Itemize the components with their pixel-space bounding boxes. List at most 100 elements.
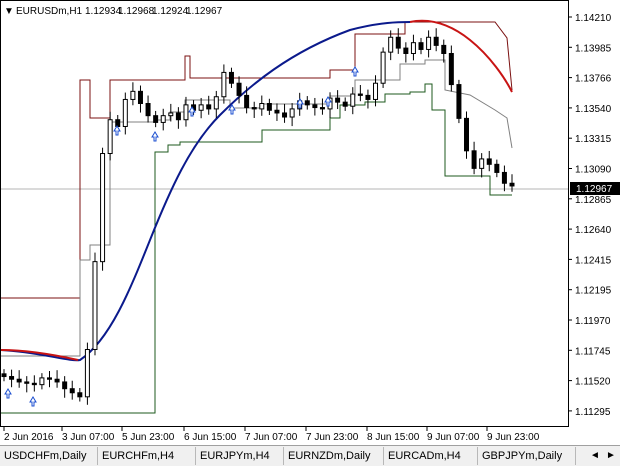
chart-high: 1.12968 [118,6,155,17]
candle-body [274,109,280,114]
candle-body [31,382,37,386]
candle-body [418,42,424,50]
candle-body [16,378,22,383]
candle-body [62,381,68,390]
candle-body [471,150,477,169]
candle-body [357,93,363,96]
candle-body [160,115,166,123]
up-arrow-icon [4,388,12,399]
candle-body [153,115,159,123]
candle-body [441,44,447,54]
price-tick-label: 1.13090 [575,165,612,176]
price-tick-label: 1.13540 [575,104,612,115]
chart-low: 1.12924 [152,6,189,17]
chart-tab-bar: USDCHFm,Daily EURCHFm,H4 EURJPYm,H4 EURNZDm… [0,445,620,466]
current-price-label: 1.12967 [576,184,613,195]
chart-tab[interactable]: EURJPYm,H4 [196,447,284,465]
chart-tab[interactable]: EURNZDm,Daily [284,447,384,465]
time-axis: 2 Jun 2016 3 Jun 07:00 5 Jun 23:00 6 Jun 15… [3,427,540,443]
chart-window[interactable]: ▼ EURUSDm,H1 1.12934 1.12968 1.12924 1.1… [0,0,620,445]
candle-body [168,112,174,117]
chart-tab[interactable]: USDCHFm,Daily [0,447,98,465]
candle-body [92,261,98,351]
upper-channel-line [1,21,513,299]
up-arrow-icon [188,106,196,117]
lower-channel-line [1,83,512,414]
candle-body [77,392,83,398]
candle-body [486,158,492,165]
candle-body [228,71,234,84]
time-tick-label: 3 Jun 07:00 [62,432,115,443]
up-arrow-icon [228,104,236,115]
candle-body [479,158,485,169]
candle-body [365,94,371,100]
price-tick-label: 1.11970 [575,316,611,327]
candle-body [464,117,470,152]
chart-symbol: EURUSDm,H1 [16,6,83,17]
candle-body [312,104,318,109]
candle-body [115,119,121,127]
price-tick-label: 1.13315 [575,134,612,145]
candle-body [1,373,7,378]
price-tick-label: 1.11295 [575,407,611,418]
candle-body [426,36,432,50]
candle-body [350,93,356,107]
chart-open: 1.12934 [85,6,122,17]
candle-body [24,381,30,384]
price-tick-label: 1.12640 [575,225,612,236]
candle-body [395,36,401,49]
ma-blue-line [0,21,411,362]
candle-body [403,47,409,54]
candle-body [456,84,462,119]
candle-body [433,36,439,46]
tab-scroll-right-icon[interactable]: ► [606,450,616,461]
candlesticks [1,28,515,405]
time-tick-label: 9 Jun 23:00 [487,432,540,443]
candle-body [244,94,250,109]
price-tick-label: 1.14210 [575,13,612,24]
candle-body [236,82,242,96]
chart-tab[interactable]: EURCADm,H4 [384,447,478,465]
candle-body [206,104,212,110]
price-axis: 1.14210 1.13985 1.13766 1.13540 1.13315 1.130… [568,13,612,418]
candle-body [259,103,265,110]
time-tick-label: 5 Jun 23:00 [122,432,175,443]
price-chart[interactable]: ▼ EURUSDm,H1 1.12934 1.12968 1.12924 1.1… [0,0,620,445]
candle-body [494,163,500,173]
up-arrow-icon [296,98,304,109]
candle-body [289,108,295,118]
price-tick-label: 1.12865 [575,195,612,206]
candle-body [107,119,113,155]
price-tick-label: 1.12415 [575,255,612,266]
candle-body [69,388,75,394]
candle-body [388,36,394,53]
candle-body [509,182,515,187]
up-arrow-icon [151,131,159,142]
time-tick-label: 8 Jun 15:00 [367,432,420,443]
time-tick-label: 2 Jun 2016 [4,432,54,443]
tab-scroll-left-icon[interactable]: ◄ [590,450,600,461]
candle-body [183,104,189,121]
candle-body [251,107,257,110]
candle-body [145,103,151,117]
candle-body [175,112,181,121]
up-arrow-icon [29,396,37,407]
signal-arrows [4,66,359,407]
title-triangle-icon[interactable]: ▼ [4,6,14,17]
price-tick-label: 1.11520 [575,377,611,388]
up-arrow-icon [351,66,359,77]
price-tick-label: 1.13766 [575,74,612,85]
candle-body [282,112,288,118]
candle-body [46,377,52,380]
ma-red-line-left [0,349,79,361]
chart-tab[interactable]: GBPJPYm,Daily [478,447,576,465]
candle-body [213,96,219,110]
candle-body [319,107,325,110]
candle-body [100,153,106,263]
candle-body [266,103,272,111]
candle-body [335,97,341,103]
candle-body [122,98,128,127]
candle-body [9,376,15,380]
time-tick-label: 6 Jun 15:00 [184,432,237,443]
chart-tab[interactable]: EURCHFm,H4 [98,447,196,465]
